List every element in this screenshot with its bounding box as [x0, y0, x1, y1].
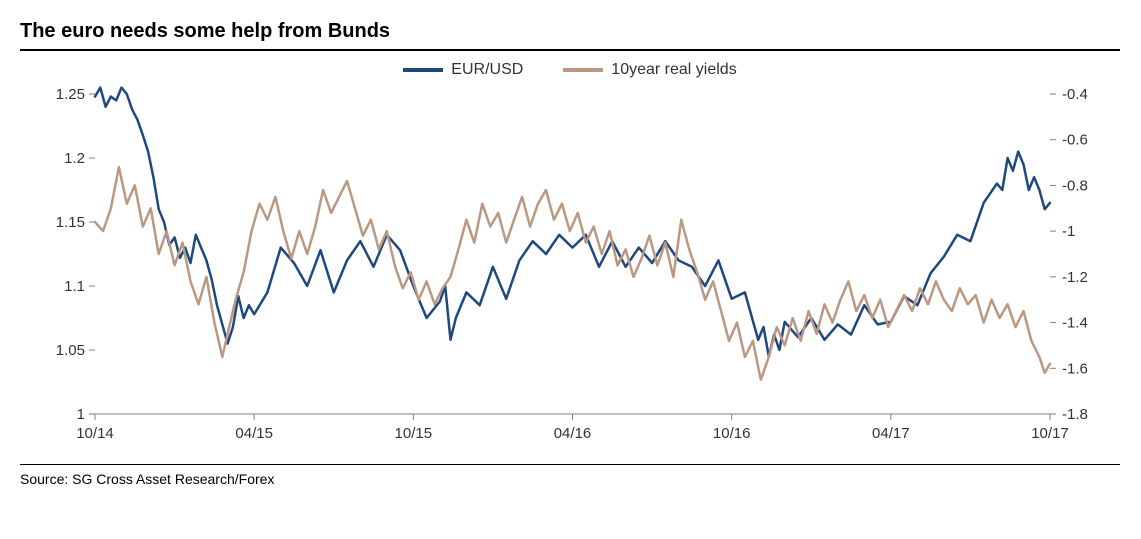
legend-label: 10year real yields — [611, 61, 736, 79]
svg-text:-0.4: -0.4 — [1062, 86, 1088, 103]
svg-text:10/16: 10/16 — [713, 425, 751, 442]
legend-item-eurusd: EUR/USD — [403, 61, 523, 79]
legend-item-yields: 10year real yields — [563, 61, 736, 79]
svg-text:-1: -1 — [1062, 223, 1075, 240]
svg-text:-0.8: -0.8 — [1062, 177, 1088, 194]
legend-swatch — [563, 68, 603, 72]
legend-swatch — [403, 68, 443, 72]
svg-text:1.1: 1.1 — [64, 278, 85, 295]
svg-text:-1.8: -1.8 — [1062, 406, 1088, 423]
svg-text:-1.2: -1.2 — [1062, 269, 1088, 286]
svg-text:04/15: 04/15 — [235, 425, 273, 442]
svg-text:1.2: 1.2 — [64, 150, 85, 167]
svg-text:-1.6: -1.6 — [1062, 360, 1088, 377]
chart-svg: 1 1.05 1.1 1.15 1.2 1.25 -1.8 -1.6 -1.4 -1.2 -1 -0.… — [20, 84, 1120, 454]
chart-title: The euro needs some help from Bunds — [20, 20, 1120, 51]
svg-text:-1.4: -1.4 — [1062, 315, 1088, 332]
svg-text:1.05: 1.05 — [56, 342, 85, 359]
svg-text:10/14: 10/14 — [76, 425, 114, 442]
svg-text:04/16: 04/16 — [554, 425, 592, 442]
svg-text:1: 1 — [77, 406, 85, 423]
chart-container: The euro needs some help from Bunds EUR/… — [20, 20, 1120, 487]
svg-text:10/15: 10/15 — [395, 425, 433, 442]
plot-area: 1 1.05 1.1 1.15 1.2 1.25 -1.8 -1.6 -1.4 -1.2 -1 -0.… — [20, 84, 1120, 454]
svg-text:1.15: 1.15 — [56, 214, 85, 231]
svg-text:04/17: 04/17 — [872, 425, 910, 442]
legend-label: EUR/USD — [451, 61, 523, 79]
svg-text:1.25: 1.25 — [56, 86, 85, 103]
svg-text:-0.6: -0.6 — [1062, 132, 1088, 149]
source-line: Source: SG Cross Asset Research/Forex — [20, 464, 1120, 487]
legend: EUR/USD 10year real yields — [20, 61, 1120, 79]
svg-text:10/17: 10/17 — [1031, 425, 1069, 442]
